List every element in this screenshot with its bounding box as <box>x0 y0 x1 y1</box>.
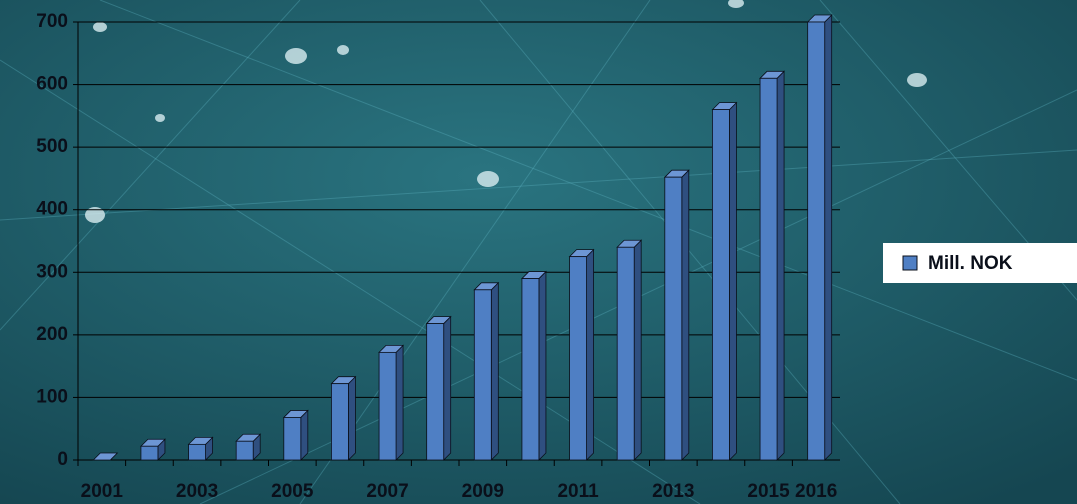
y-tick-label: 600 <box>36 74 68 95</box>
bar-front <box>379 352 396 460</box>
bar <box>760 71 784 460</box>
y-tick-label: 100 <box>36 386 68 407</box>
x-tick-label: 2009 <box>462 481 504 502</box>
legend-label: Mill. NOK <box>928 253 1013 274</box>
y-tick-label: 200 <box>36 324 68 345</box>
bar-side <box>539 272 546 460</box>
y-tick-label: 700 <box>36 11 68 32</box>
bar-side <box>301 410 308 460</box>
bar-front <box>474 290 491 460</box>
bar <box>284 410 308 460</box>
x-tick-label: 2007 <box>366 481 408 502</box>
bar-side <box>587 250 594 460</box>
x-tick-label: 2015 <box>747 481 790 502</box>
bar-front <box>665 177 682 460</box>
bar-side <box>491 283 498 460</box>
bar <box>808 15 832 460</box>
bar-front <box>712 110 729 460</box>
bar-front <box>427 324 444 460</box>
bar-side <box>396 345 403 460</box>
bar <box>665 170 689 460</box>
bar <box>474 283 498 460</box>
bar-front <box>570 257 587 460</box>
bar-side <box>825 15 832 460</box>
y-tick-label: 0 <box>57 449 68 470</box>
y-tick-label: 300 <box>36 261 68 282</box>
bar-side <box>348 377 355 460</box>
y-tick-label: 500 <box>36 136 68 157</box>
bar-front <box>189 444 206 460</box>
bar-side <box>444 317 451 460</box>
bar <box>141 439 165 460</box>
legend-swatch <box>903 256 917 270</box>
bar <box>189 437 213 460</box>
bar-front <box>141 446 158 460</box>
bar <box>427 317 451 460</box>
bar-side <box>634 240 641 460</box>
bar <box>570 250 594 460</box>
x-tick-label: 2013 <box>652 481 694 502</box>
bar <box>617 240 641 460</box>
x-tick-label: 2011 <box>557 481 599 502</box>
legend: Mill. NOK <box>883 243 1077 283</box>
bar <box>236 434 260 460</box>
bar <box>379 345 403 460</box>
x-tick-label: 2005 <box>271 481 314 502</box>
bar-front <box>236 441 253 460</box>
bar-front <box>617 247 634 460</box>
bar <box>712 103 736 460</box>
bar-front <box>808 22 825 460</box>
x-tick-label: 2003 <box>176 481 218 502</box>
bar <box>522 272 546 460</box>
bar-side <box>777 71 784 460</box>
bar-front <box>522 279 539 460</box>
y-tick-label: 400 <box>36 199 68 220</box>
bar-front <box>760 78 777 460</box>
bar-front <box>331 384 348 460</box>
x-tick-label: 2001 <box>81 481 124 502</box>
chart: 0 100 200 300 400 500 600 700 2001 2003 2005 2007 20… <box>0 0 1077 504</box>
bar-front <box>284 417 301 460</box>
bar-side <box>729 103 736 460</box>
x-tick-label: 2016 <box>795 481 837 502</box>
bar-side <box>682 170 689 460</box>
bar <box>331 377 355 460</box>
